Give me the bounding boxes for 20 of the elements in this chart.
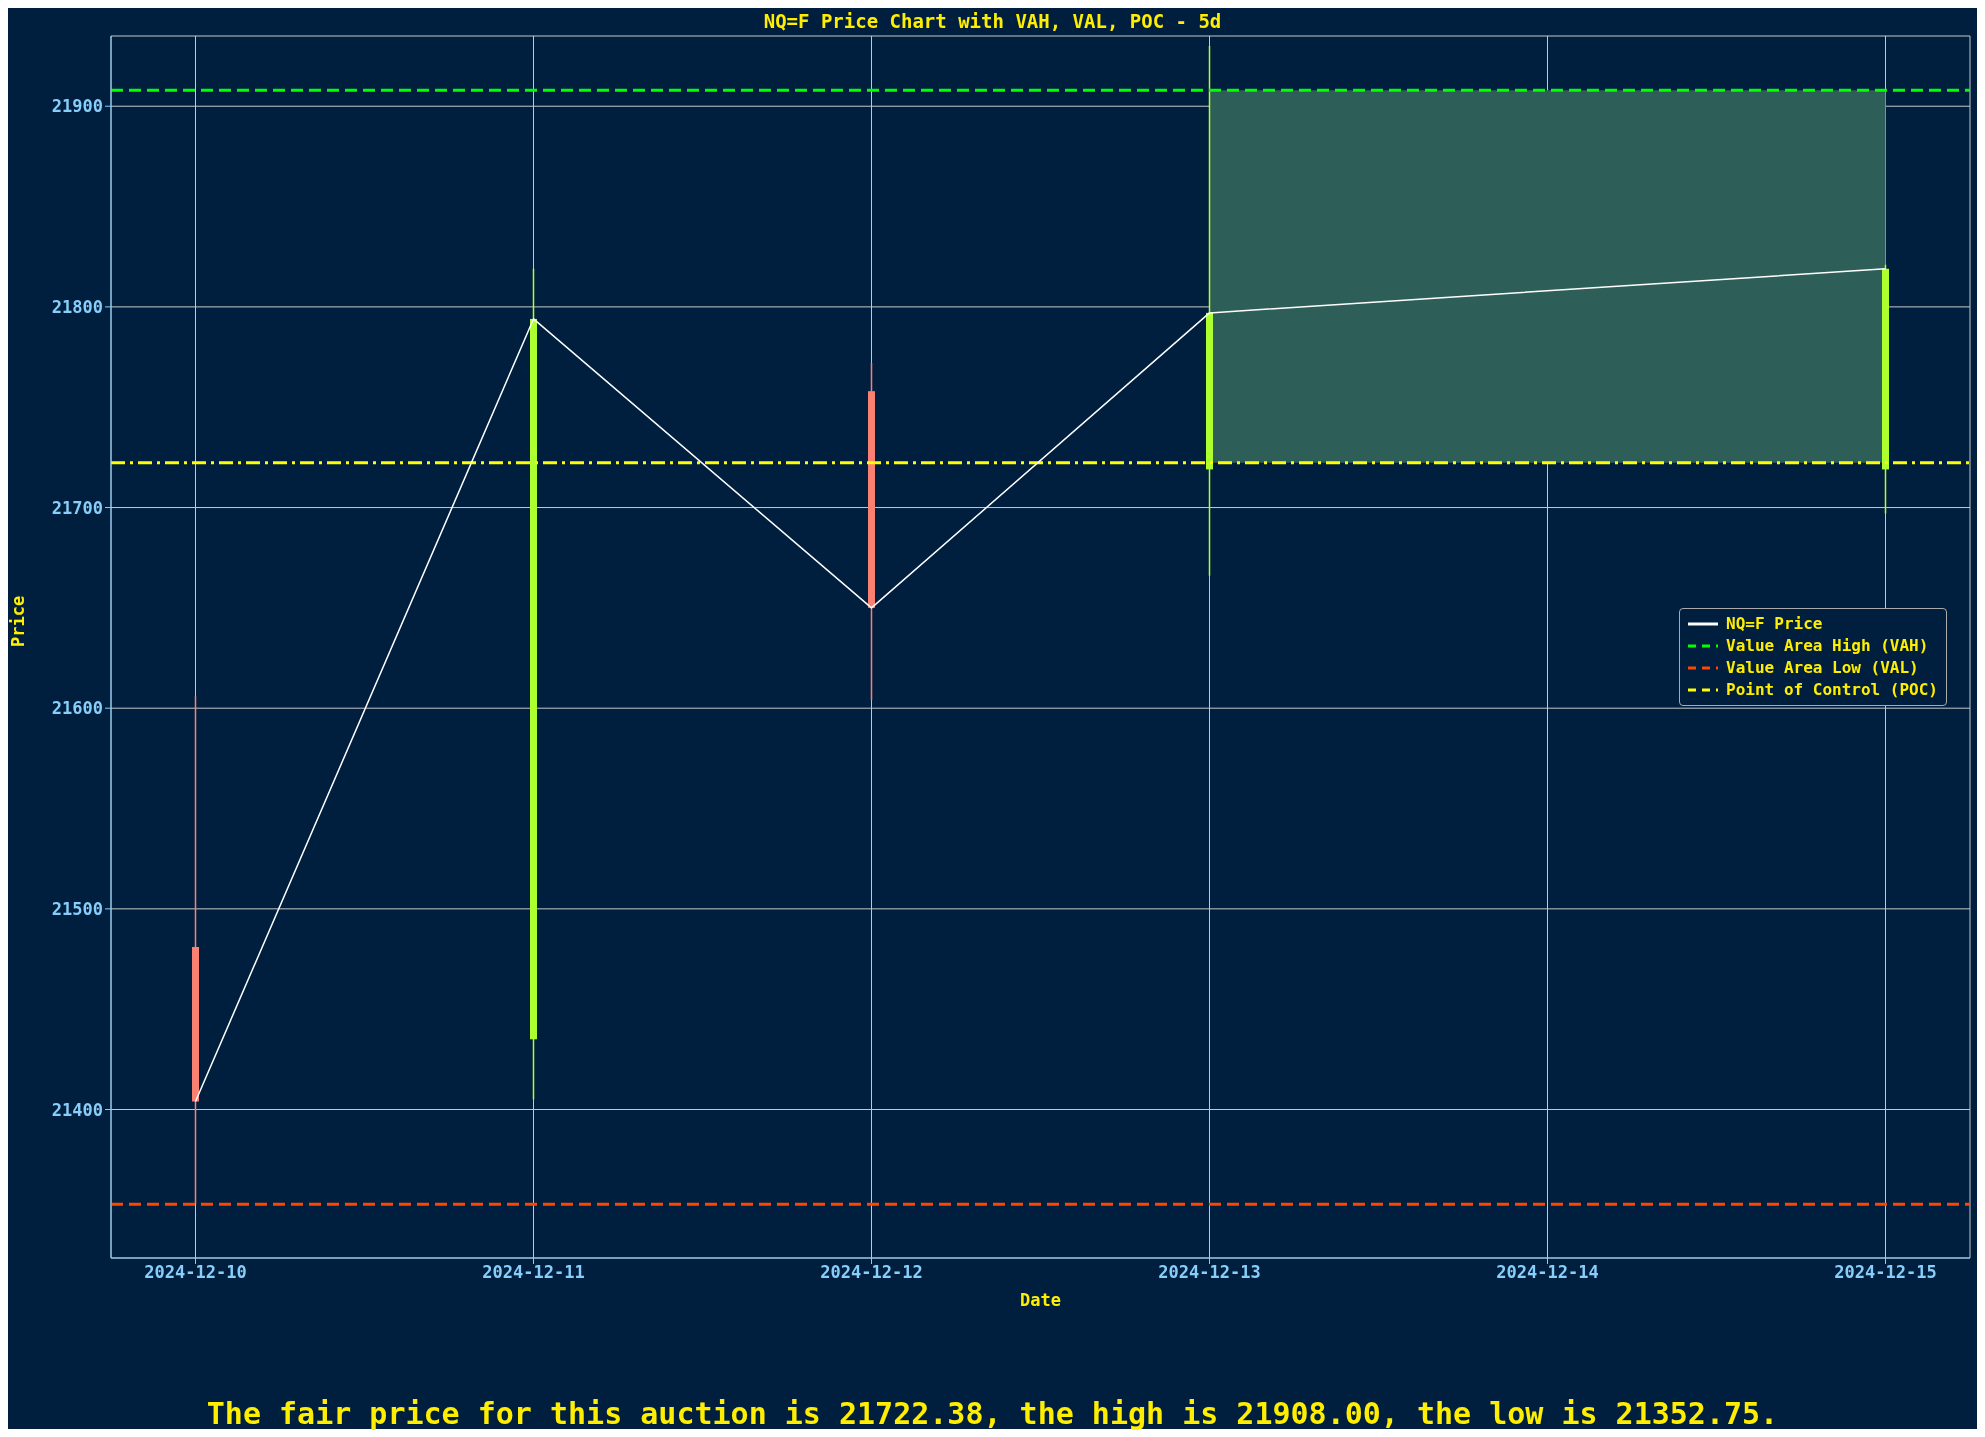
y-axis-title: Price — [8, 595, 29, 647]
y-tick-label: 21800 — [51, 296, 103, 317]
y-tick-label: 21500 — [51, 898, 103, 919]
y-tick-label: 21400 — [51, 1099, 103, 1120]
x-tick-label: 2024-12-14 — [1496, 1262, 1599, 1283]
x-tick-label: 2024-12-10 — [144, 1262, 247, 1283]
legend-label: Value Area High (VAH) — [1725, 635, 1930, 657]
x-tick-label: 2024-12-11 — [482, 1262, 585, 1283]
legend-label: Point of Control (POC) — [1725, 679, 1938, 701]
y-tick-label: 21900 — [51, 96, 103, 117]
y-tick-label: 21600 — [51, 698, 103, 719]
x-tick-label: 2024-12-13 — [1158, 1262, 1261, 1283]
x-tick-label: 2024-12-15 — [1834, 1262, 1937, 1283]
legend-label: Value Area Low (VAL) — [1725, 657, 1920, 679]
x-axis-title: Date — [1020, 1290, 1061, 1310]
y-tick-label: 21700 — [51, 497, 103, 518]
x-tick-label: 2024-12-12 — [820, 1262, 923, 1283]
chart-title: NQ=F Price Chart with VAH, VAL, POC - 5d — [762, 10, 1223, 32]
text: The fair price for this auction is 21722.38, the high is 21908.00, the low is 21352.75. — [205, 1396, 1780, 1431]
legend-label: NQ=F Price — [1725, 613, 1824, 635]
